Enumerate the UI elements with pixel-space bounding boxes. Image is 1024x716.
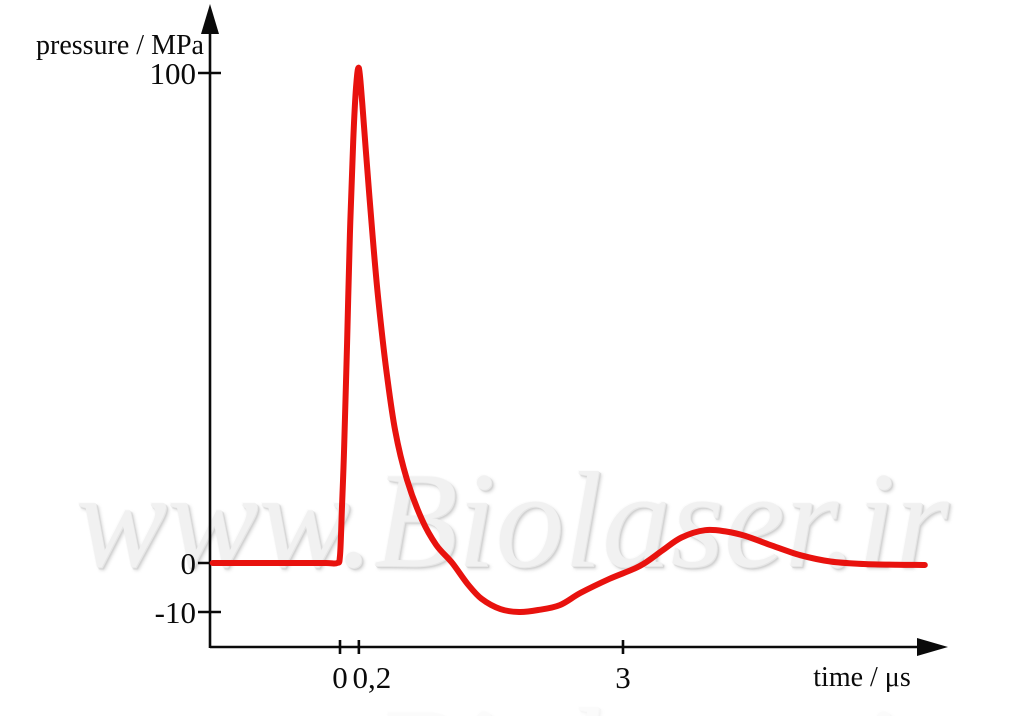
y-tick-label: -10 xyxy=(155,595,196,630)
y-tick-label: 0 xyxy=(181,546,197,581)
y-tick-label: 100 xyxy=(150,56,197,91)
x-tick-label: 3 xyxy=(615,660,631,695)
x-axis-arrowhead-icon xyxy=(917,638,948,656)
x-axis-title: time / μs xyxy=(813,662,910,693)
y-axis-title: pressure / MPa xyxy=(36,30,205,61)
y-axis-arrowhead-icon xyxy=(201,4,219,34)
x-tick-label: 0,2 xyxy=(352,660,391,695)
pressure-curve xyxy=(209,64,928,616)
x-tick-label: 0 xyxy=(332,660,348,695)
